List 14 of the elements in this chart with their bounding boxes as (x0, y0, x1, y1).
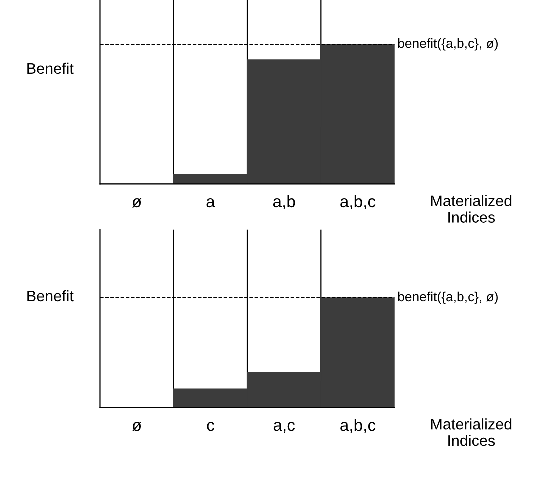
x-tick-label: a,c (274, 422, 296, 434)
x-tick-label: a,b (273, 195, 296, 210)
x-tick-label: ø (132, 198, 142, 208)
x-tick-label: ø (132, 422, 142, 432)
y-axis-title: Benefit (28, 290, 74, 302)
x-axis-title: Materialized Indices (431, 418, 512, 446)
x-tick-label: a,b,c (340, 195, 376, 210)
ref-line-label: benefit({a,b,c}, ø) (398, 292, 498, 304)
x-axis-title: Materialized Indices (431, 195, 512, 223)
x-tick-label: a (206, 198, 216, 208)
ref-line-label: benefit({a,b,c}, ø) (398, 38, 498, 51)
y-axis-title: Benefit (28, 62, 74, 74)
x-tick-label: a,b,c (340, 419, 376, 434)
x-tick-label: c (207, 422, 214, 432)
